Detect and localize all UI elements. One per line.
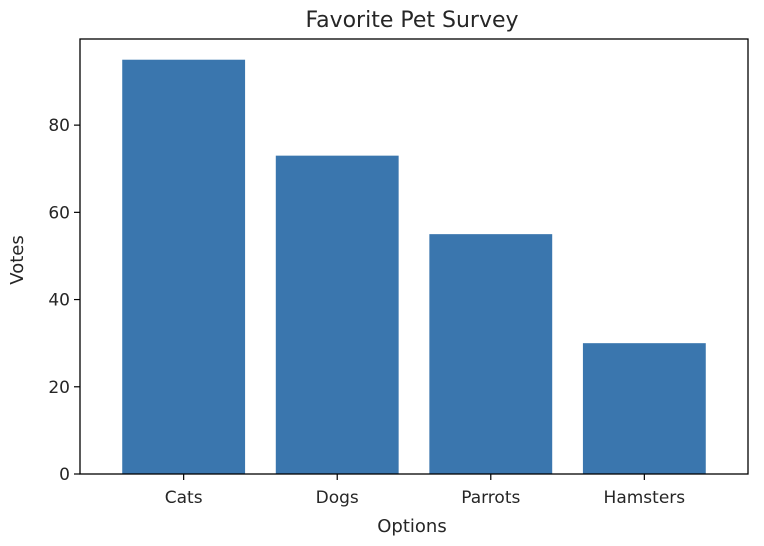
bar-hamsters: [582, 343, 706, 474]
bar-dogs: [275, 155, 399, 475]
plot-frame: [79, 38, 749, 475]
x-axis-label: Options: [377, 516, 446, 537]
y-tick-label: 0: [59, 465, 70, 485]
y-tick-label: 60: [48, 203, 70, 223]
y-tick-label: 20: [48, 378, 70, 398]
x-tick-label: Cats: [165, 488, 203, 508]
x-tick-label: Dogs: [316, 488, 359, 508]
bars-layer: [122, 59, 706, 475]
x-tick-label: Hamsters: [604, 488, 686, 508]
y-tick-label: 40: [48, 291, 70, 311]
y-tick-label: 80: [48, 116, 70, 136]
y-axis-label: Votes: [7, 235, 28, 284]
x-axis-ticks: Cats Dogs Parrots Hamsters: [165, 474, 686, 508]
x-tick-label: Parrots: [461, 488, 520, 508]
bar-parrots: [429, 234, 553, 474]
chart-title: Favorite Pet Survey: [305, 8, 518, 33]
bar-cats: [122, 59, 246, 474]
y-axis-ticks: 0 20 40 60 80: [48, 116, 80, 485]
